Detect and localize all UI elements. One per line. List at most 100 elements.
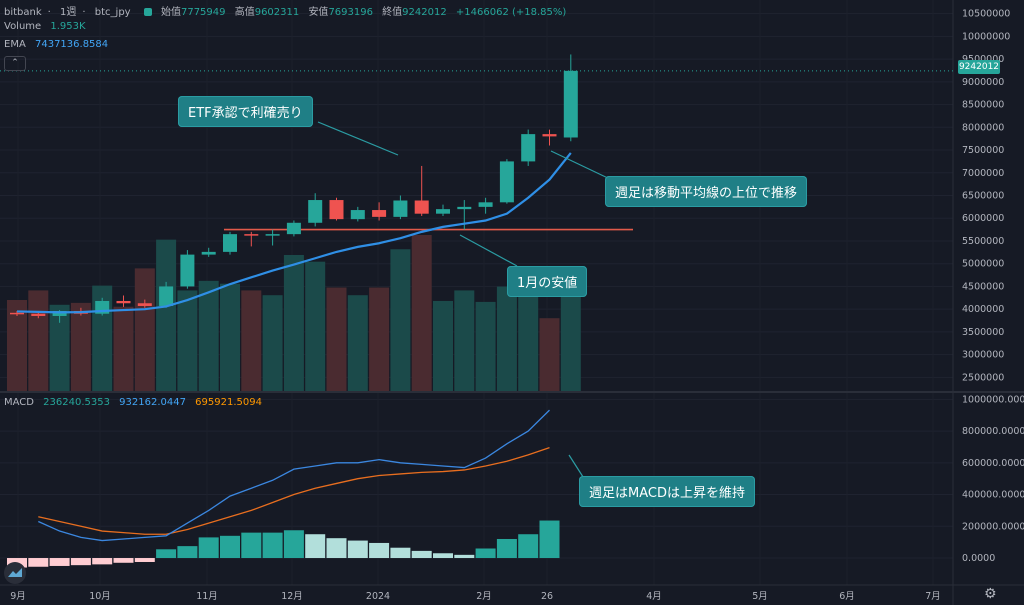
- candle-body: [159, 286, 174, 306]
- macd-histogram-bar: [305, 534, 326, 559]
- macd-histogram-bar: [347, 540, 368, 559]
- macd-histogram-bar: [283, 530, 304, 559]
- callout-pointer: [459, 234, 518, 267]
- callout-jan-low: 1月の安値: [507, 266, 588, 297]
- symbol-legend: bitbank · 1週 · btc_jpy 始值7775949 高值9602311…: [4, 7, 567, 18]
- macd-signal-line: [38, 446, 550, 535]
- candle-body: [436, 209, 450, 214]
- callout-pointer: [568, 454, 586, 481]
- macd-histogram-bar: [220, 535, 240, 559]
- candle-body: [180, 254, 195, 287]
- market-status-icon: [143, 8, 152, 16]
- volume-bar: [475, 301, 496, 391]
- price-tick-label: 9500000: [962, 54, 1004, 65]
- candle-body: [201, 251, 216, 255]
- macd-histogram-bar: [539, 520, 560, 559]
- volume-bar: [518, 280, 539, 391]
- macd-histogram-bar: [28, 558, 49, 567]
- price-tick-label: 3500000: [962, 327, 1004, 338]
- macd-histogram-bar: [326, 538, 347, 559]
- candle-body: [457, 206, 472, 210]
- macd-histogram-bar: [411, 550, 432, 559]
- macd-histogram-bar: [475, 548, 496, 559]
- volume-legend[interactable]: Volume 1.953K: [4, 21, 92, 32]
- callout-pointer: [550, 150, 613, 181]
- candle-body: [286, 222, 301, 235]
- ema-line: [16, 152, 572, 314]
- volume-bar: [433, 300, 453, 391]
- macd-legend[interactable]: MACD 236240.5353 932162.0447 695921.5094: [4, 397, 268, 408]
- volume-bar: [262, 295, 283, 391]
- candle-body: [223, 234, 237, 252]
- macd-tick-label: 1000000.0000: [962, 394, 1024, 405]
- volume-bar: [177, 290, 198, 391]
- callout-pointer: [317, 121, 399, 156]
- last-price-tag: 9242012: [958, 60, 1000, 74]
- macd-tick-label: 600000.0000: [962, 458, 1024, 469]
- exchange-name[interactable]: bitbank: [4, 7, 42, 18]
- symbol-name[interactable]: btc_jpy: [94, 7, 131, 18]
- volume-bar: [347, 295, 368, 391]
- macd-tick-label: 800000.0000: [962, 426, 1024, 437]
- ema-legend[interactable]: EMA 7437136.8584: [4, 39, 114, 50]
- low-label: 安值: [308, 7, 329, 18]
- price-tick-label: 2500000: [962, 372, 1004, 383]
- macd-histogram-bar: [433, 553, 453, 559]
- time-tick-label: 5月: [752, 591, 768, 602]
- settings-gear-icon[interactable]: ⚙: [984, 586, 997, 602]
- volume-bar: [134, 268, 155, 391]
- volume-bar: [390, 249, 411, 391]
- candle-body: [350, 210, 365, 220]
- candle-body: [244, 234, 259, 236]
- candle-body: [478, 202, 493, 207]
- high-label: 高值: [234, 7, 255, 18]
- macd-signal-value: 695921.5094: [195, 397, 262, 408]
- candle-body: [542, 134, 557, 137]
- volume-bar: [49, 304, 70, 391]
- price-tick-label: 5500000: [962, 236, 1004, 247]
- collapse-legend-button[interactable]: ⌃: [4, 56, 26, 71]
- price-tick-label: 10000000: [962, 31, 1010, 42]
- macd-histogram-bar: [262, 532, 283, 559]
- candle-body: [563, 70, 578, 138]
- volume-bar: [113, 306, 134, 391]
- macd-histogram-bar: [156, 549, 177, 559]
- macd-tick-label: 200000.0000: [962, 521, 1024, 532]
- tradingview-logo-icon[interactable]: [4, 562, 26, 584]
- low-value: 7693196: [328, 7, 373, 18]
- candle-body: [265, 234, 280, 236]
- close-label: 終值: [382, 7, 403, 18]
- candle-body: [137, 303, 152, 306]
- price-tick-label: 10500000: [962, 9, 1010, 20]
- volume-bar: [369, 287, 390, 391]
- open-label: 始值: [160, 7, 181, 18]
- interval-label[interactable]: 1週: [60, 7, 77, 18]
- price-tick-label: 8500000: [962, 100, 1004, 111]
- change-value: +1466062 (+18.85%): [455, 7, 567, 18]
- time-tick-label: 9月: [10, 591, 26, 602]
- candle-body: [116, 300, 131, 304]
- macd-label: MACD: [4, 397, 34, 408]
- time-tick-label: 4月: [646, 591, 662, 602]
- candle-body: [31, 313, 46, 316]
- macd-histogram-bar: [518, 534, 539, 559]
- price-tick-label: 6000000: [962, 213, 1004, 224]
- macd-histogram-bar: [198, 537, 219, 559]
- chevron-up-icon: ⌃: [11, 58, 19, 68]
- macd-histogram-bar: [241, 532, 262, 559]
- high-value: 9602311: [254, 7, 300, 18]
- candle-body: [499, 161, 514, 203]
- macd-line: [38, 409, 550, 542]
- price-tick-label: 6500000: [962, 191, 1004, 202]
- price-tick-label: 9000000: [962, 77, 1004, 88]
- price-tick-label: 7500000: [962, 145, 1004, 156]
- macd-tick-label: 400000.0000: [962, 490, 1024, 501]
- candle-body: [414, 200, 429, 214]
- callout-macd-up: 週足はMACDは上昇を維持: [579, 476, 755, 507]
- volume-bar: [305, 261, 326, 391]
- open-value: 7775949: [180, 7, 226, 18]
- candle-body: [10, 312, 24, 315]
- time-tick-label: 11月: [196, 591, 218, 602]
